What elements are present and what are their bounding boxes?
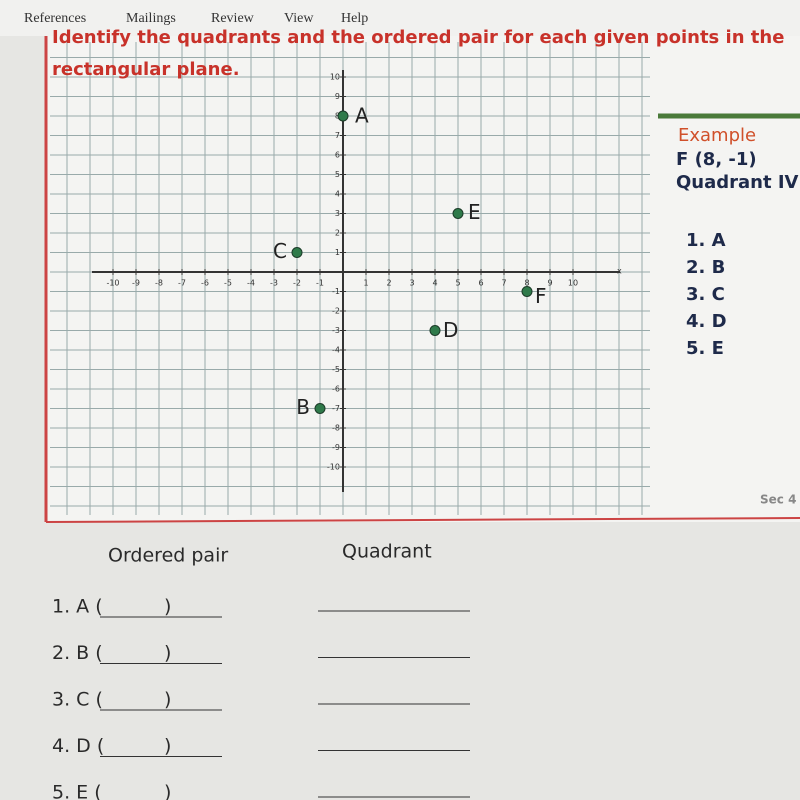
- y-tick-label: 9: [335, 92, 340, 101]
- item-close: ): [164, 689, 171, 711]
- list-item: 3. C: [686, 284, 725, 305]
- point: [452, 208, 464, 219]
- y-tick-label: 2: [335, 229, 340, 238]
- point-label: D: [443, 318, 458, 342]
- y-tick-label: 10: [330, 73, 340, 82]
- ribbon: [0, 0, 800, 36]
- x-tick-label: -7: [178, 279, 186, 288]
- x-tick-label: -6: [201, 279, 209, 288]
- y-tick-label: 8: [335, 112, 340, 121]
- example-quadrant: Quadrant IV: [676, 172, 799, 193]
- x-tick-label: 8: [524, 279, 529, 288]
- y-tick-label: -10: [327, 463, 340, 472]
- item-label: 1. A (: [52, 596, 103, 618]
- menu-item[interactable]: Mailings: [126, 11, 176, 26]
- point: [521, 286, 533, 297]
- y-tick-label: -8: [332, 424, 340, 433]
- x-tick-label: 1: [363, 279, 368, 288]
- x-tick-label: 7: [501, 279, 506, 288]
- list-item: 5. E: [686, 338, 724, 359]
- x-tick-label: -1: [316, 279, 324, 288]
- point-label: F: [535, 284, 547, 308]
- y-tick-label: -3: [332, 326, 340, 335]
- example-pair: F (8, -1): [676, 149, 757, 170]
- instructions: Identify the quadrants and the ordered p…: [52, 27, 784, 48]
- item-label: 2. B (: [52, 642, 103, 664]
- menu-item[interactable]: Review: [211, 11, 255, 26]
- section: Sec 4: [760, 493, 796, 507]
- y-tick-label: -9: [332, 443, 340, 452]
- menu-item[interactable]: References: [24, 11, 86, 26]
- item-close: ): [164, 596, 171, 618]
- point: [337, 110, 349, 122]
- instructions: rectangular plane.: [52, 59, 240, 80]
- point-label: A: [355, 104, 369, 128]
- x-tick-label: -5: [224, 279, 232, 288]
- y-tick-label: -6: [332, 385, 340, 394]
- y-tick-label: -4: [332, 346, 340, 355]
- list-item: 4. D: [686, 311, 727, 332]
- point: [314, 403, 326, 414]
- x-axis-label: x: [617, 267, 622, 276]
- example-title: Example: [678, 125, 756, 146]
- x-tick-label: -8: [155, 279, 163, 288]
- x-tick-label: -4: [247, 279, 255, 288]
- point-label: C: [273, 239, 287, 263]
- list-item: 2. B: [686, 257, 725, 278]
- x-tick-label: 2: [386, 279, 391, 288]
- y-tick-label: 4: [335, 190, 340, 199]
- item-label: 3. C (: [52, 689, 103, 711]
- x-tick-label: -2: [293, 279, 301, 288]
- y-tick-label: 5: [335, 170, 340, 179]
- header: Ordered pair: [108, 545, 228, 567]
- x-tick-label: -3: [270, 279, 278, 288]
- point-label: B: [296, 395, 310, 419]
- menu-item[interactable]: View: [284, 11, 314, 26]
- x-tick-label: 3: [409, 279, 414, 288]
- x-tick-label: 10: [568, 279, 578, 288]
- point: [291, 247, 303, 258]
- item-close: ): [164, 642, 171, 664]
- y-tick-label: -5: [332, 365, 340, 374]
- header: Quadrant: [342, 541, 432, 563]
- point-label: E: [468, 200, 481, 224]
- y-tick-label: 1: [335, 248, 340, 257]
- x-tick-label: 5: [455, 279, 460, 288]
- x-tick-label: 4: [432, 279, 437, 288]
- item-close: ): [164, 782, 171, 800]
- y-tick-label: -7: [332, 404, 340, 413]
- item-label: 5. E (: [52, 782, 102, 800]
- x-tick-label: 6: [478, 279, 483, 288]
- border-bottom: [45, 517, 800, 523]
- y-tick-label: -1: [332, 287, 340, 296]
- item-close: ): [164, 735, 171, 757]
- y-tick-label: -2: [332, 307, 340, 316]
- x-tick-label: -10: [106, 279, 119, 288]
- x-tick-label: 9: [547, 279, 552, 288]
- y-tick-label: 7: [335, 131, 340, 140]
- y-tick-label: 3: [335, 209, 340, 218]
- x-tick-label: -9: [132, 279, 140, 288]
- y-tick-label: 6: [335, 151, 340, 160]
- item-label: 4. D (: [52, 735, 104, 757]
- menu-item[interactable]: Help: [341, 11, 368, 26]
- point: [429, 325, 441, 336]
- list-item: 1. A: [686, 230, 726, 251]
